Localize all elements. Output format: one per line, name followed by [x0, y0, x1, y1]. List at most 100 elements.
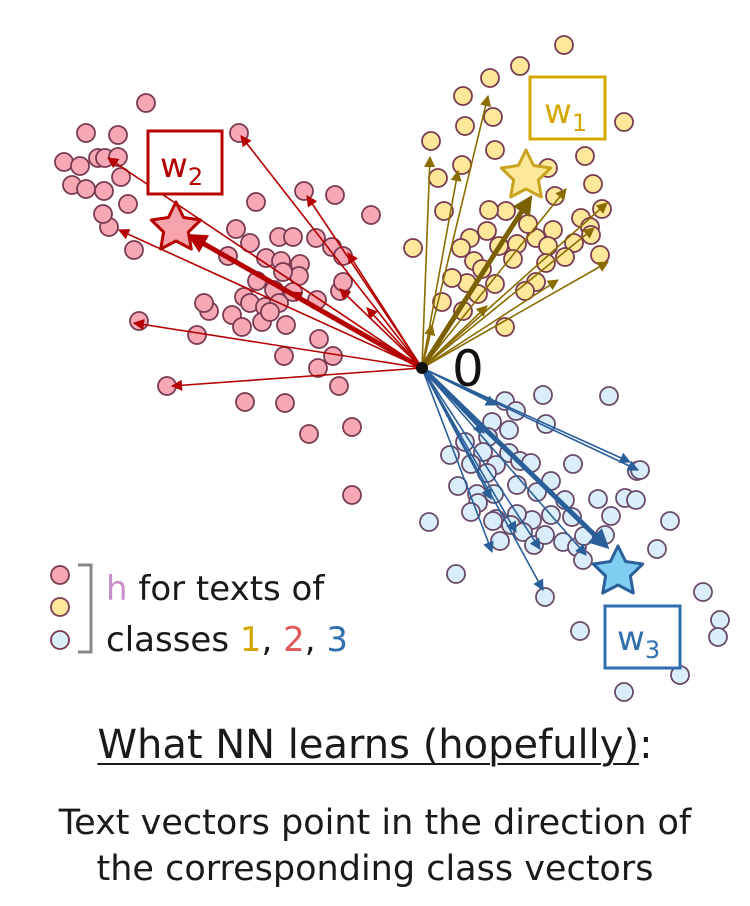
- text-vector-arrow-class3: [421, 367, 494, 554]
- text-point-class2: [325, 185, 345, 205]
- text-point-class1: [421, 131, 441, 151]
- star-icon: [149, 200, 203, 251]
- text-point-class2: [329, 376, 349, 396]
- text-point-class1: [575, 146, 595, 166]
- caption-title: What NN learns (hopefully):: [0, 722, 750, 768]
- text-vector-arrow-class1: [421, 227, 595, 369]
- text-vector-arrow-class1: [421, 279, 559, 369]
- text-point-class3: [630, 460, 650, 480]
- text-point-class3: [693, 582, 713, 602]
- caption-line-1: Text vectors point in the direction of: [58, 803, 692, 843]
- text-point-class2: [93, 204, 113, 224]
- text-point-class2: [361, 205, 381, 225]
- text-point-class1: [592, 199, 612, 219]
- text-point-class1: [479, 200, 499, 220]
- caption-title-colon: :: [639, 722, 653, 768]
- text-point-class3: [614, 682, 634, 702]
- text-point-class3: [419, 512, 439, 532]
- text-point-class1: [477, 221, 497, 241]
- class-vector-label-w3: w3: [603, 604, 682, 670]
- text-vector-points: [54, 35, 730, 702]
- origin-point: [416, 362, 428, 374]
- text-point-class3: [446, 564, 466, 584]
- text-point-class2: [108, 125, 128, 145]
- text-point-class3: [563, 454, 583, 474]
- text-point-class2: [342, 485, 362, 505]
- class-vector-label-w1: w1: [528, 75, 607, 141]
- svg-text:w3: w3: [617, 619, 660, 664]
- text-point-class1: [510, 56, 530, 76]
- text-point-class1: [555, 247, 575, 267]
- text-vector-arrow-class2: [170, 367, 423, 391]
- text-point-class3: [483, 511, 503, 531]
- text-point-class3: [535, 587, 555, 607]
- svg-text:h for texts of: h for texts of: [106, 569, 325, 609]
- text-point-class3: [499, 420, 519, 440]
- text-point-class2: [187, 325, 207, 345]
- text-point-class3: [588, 489, 608, 509]
- origin-label: 0: [452, 340, 484, 398]
- text-point-class2: [118, 194, 138, 214]
- text-point-class2: [274, 346, 294, 366]
- class-vector-arrow-w2: [186, 234, 425, 371]
- text-point-class1: [485, 274, 505, 294]
- text-vector-arrow-class3: [421, 367, 517, 533]
- text-vector-arrow-class1: [421, 202, 608, 369]
- legend: h for texts of classes 1, 2, 3: [50, 563, 348, 660]
- text-vector-arrow-class3: [421, 367, 587, 556]
- text-point-class2: [299, 424, 319, 444]
- text-point-class1: [453, 86, 473, 106]
- text-point-class1: [480, 68, 500, 88]
- text-vector-arrow-class2: [347, 252, 423, 369]
- text-point-class1: [434, 201, 454, 221]
- text-point-class2: [306, 228, 326, 248]
- text-point-class2: [194, 293, 214, 313]
- caption-title-text: What NN learns (hopefully): [97, 722, 640, 768]
- text-vector-arrow-class2: [366, 307, 423, 369]
- text-vector-arrow-class2: [339, 288, 423, 369]
- text-point-class3: [533, 385, 553, 405]
- text-point-class1: [503, 249, 523, 269]
- text-point-class3: [647, 539, 667, 559]
- text-point-class3: [562, 507, 582, 527]
- text-point-class1: [403, 238, 423, 258]
- text-point-class1: [452, 155, 472, 175]
- text-point-class2: [124, 240, 144, 260]
- caption-line-2: the corresponding class vectors: [96, 849, 654, 889]
- text-point-class1: [451, 238, 471, 258]
- text-point-class3: [710, 610, 730, 630]
- text-vector-arrow-class3: [421, 367, 541, 550]
- star-icon: [591, 544, 645, 595]
- svg-text:classes 1, 2, 3: classes 1, 2, 3: [106, 620, 348, 660]
- text-point-class2: [76, 123, 96, 143]
- text-point-class2: [129, 311, 149, 331]
- text-vector-arrow-class1: [421, 94, 492, 369]
- text-point-class2: [226, 219, 246, 239]
- text-point-class1: [590, 245, 610, 265]
- caption-body: Text vectors point in the direction of t…: [0, 800, 750, 892]
- text-point-class2: [136, 93, 156, 113]
- text-point-class3: [490, 531, 510, 551]
- legend-dot-class2: [50, 565, 70, 585]
- text-point-class1: [455, 116, 475, 136]
- text-point-class2: [111, 167, 131, 187]
- text-vector-arrow-class3: [421, 367, 632, 463]
- text-point-class3: [535, 525, 555, 545]
- svg-text:w2: w2: [160, 146, 203, 191]
- text-point-class2: [76, 179, 96, 199]
- text-point-class3: [440, 445, 460, 465]
- class-vector-label-w2: w2: [146, 129, 224, 196]
- text-point-class3: [708, 627, 728, 647]
- text-point-class1: [485, 140, 505, 160]
- text-point-class2: [276, 315, 296, 335]
- text-point-class2: [246, 192, 266, 212]
- text-point-class2: [273, 262, 293, 282]
- text-vector-arrow-class2: [240, 135, 423, 369]
- text-point-class2: [323, 346, 343, 366]
- text-point-class2: [235, 392, 255, 412]
- legend-dot-class3: [50, 630, 70, 650]
- svg-text:w1: w1: [544, 92, 587, 137]
- text-vector-arrow-class2: [132, 319, 423, 369]
- class-vector-arrows: [186, 194, 610, 550]
- text-point-class2: [309, 329, 329, 349]
